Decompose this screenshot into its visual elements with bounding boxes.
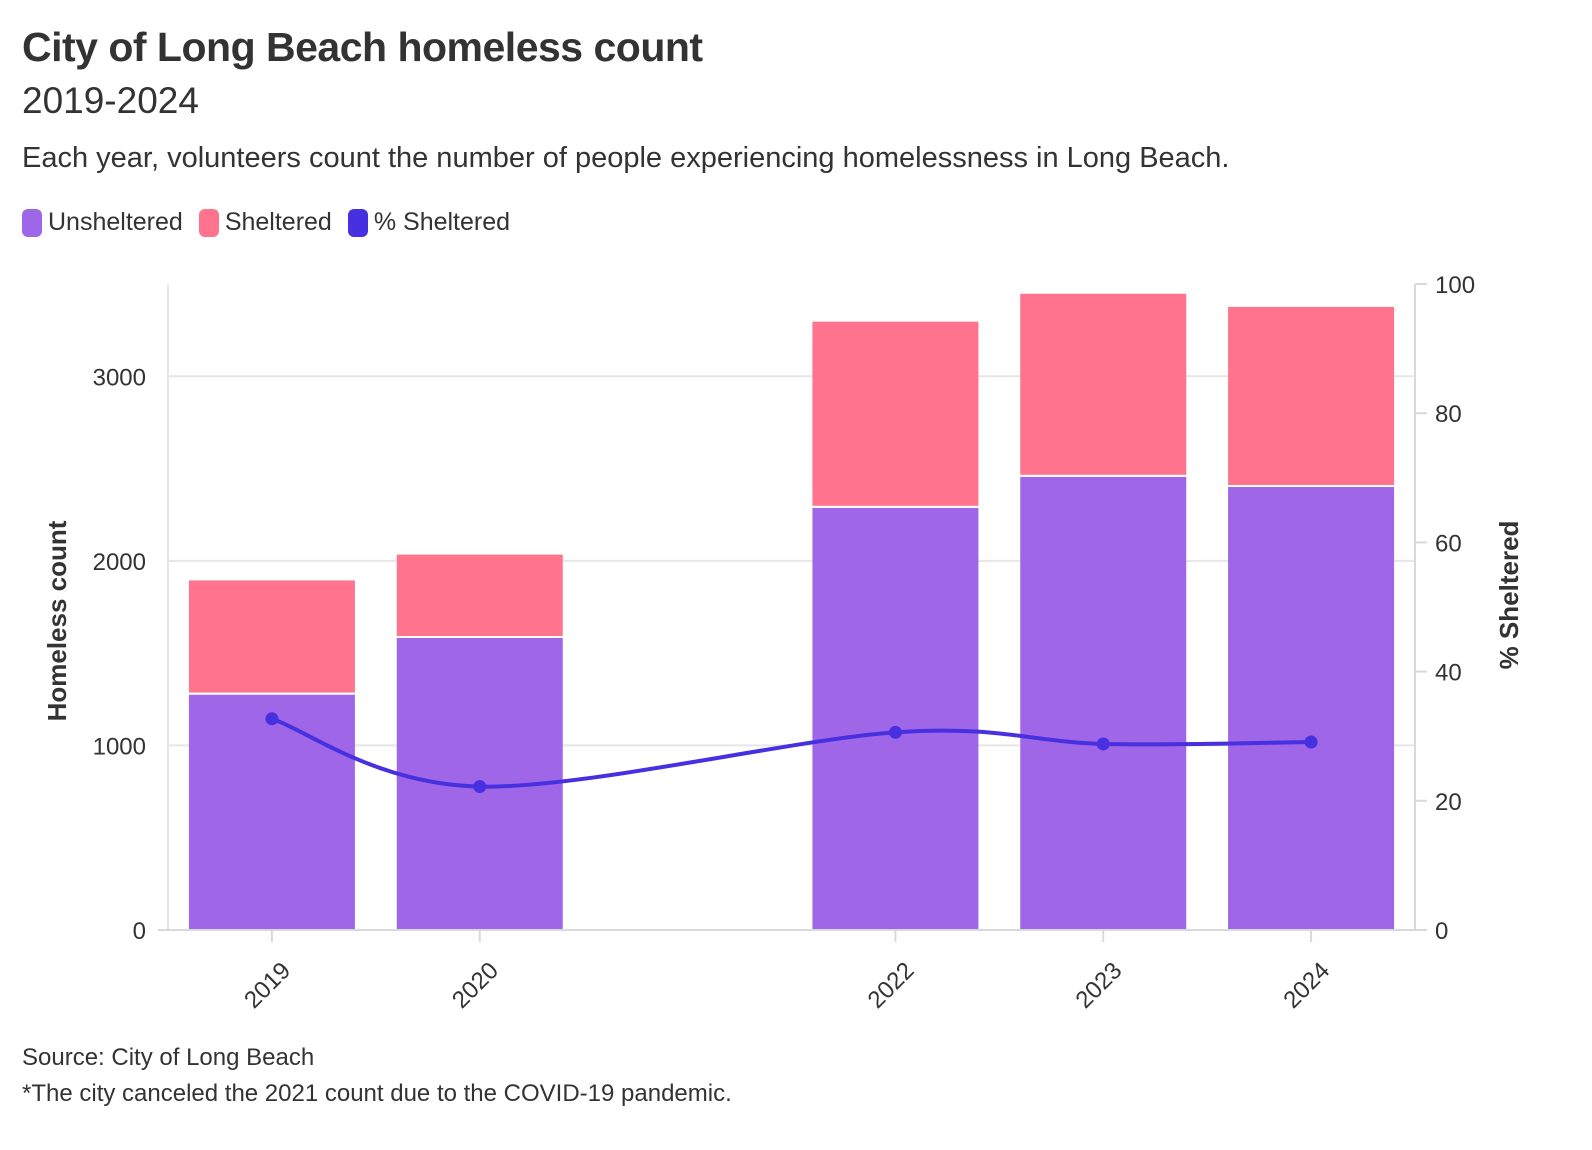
pct-sheltered-point bbox=[473, 780, 487, 794]
y2-tick-label: 100 bbox=[1435, 272, 1475, 299]
bars-layer bbox=[188, 293, 1395, 930]
x-tick-label: 2022 bbox=[863, 957, 920, 1014]
y-tick-label: 3000 bbox=[93, 364, 146, 391]
source-note: Source: City of Long Beach bbox=[22, 1044, 315, 1071]
legend-item-pct-sheltered: % Sheltered bbox=[347, 208, 511, 237]
y2-tick-label: 80 bbox=[1435, 401, 1462, 428]
y-tick-label: 2000 bbox=[93, 549, 146, 576]
x-tick-label: 2024 bbox=[1278, 957, 1335, 1014]
legend-swatch-unsheltered bbox=[22, 208, 42, 237]
bar-sheltered bbox=[188, 580, 355, 693]
y2-tick-label: 0 bbox=[1435, 918, 1448, 945]
bar-unsheltered bbox=[812, 507, 979, 930]
legend-label-pct-sheltered: % Sheltered bbox=[373, 208, 511, 236]
legend-item-unsheltered: Unsheltered bbox=[22, 208, 183, 237]
x-tick-label: 2023 bbox=[1071, 957, 1128, 1014]
chart-svg: 0 1000 2000 3000 0 20 40 60 80 100 2019 2020 2022 202… bbox=[42, 272, 1524, 1014]
line-layer bbox=[265, 712, 1318, 794]
legend-label-sheltered: Sheltered bbox=[224, 208, 332, 236]
grid-layer bbox=[168, 375, 1415, 931]
y2-tick-label: 20 bbox=[1435, 789, 1462, 816]
bar-unsheltered bbox=[188, 694, 355, 930]
bar-sheltered bbox=[1020, 293, 1187, 475]
legend-label-unsheltered: Unsheltered bbox=[48, 208, 183, 236]
bar-unsheltered bbox=[1228, 487, 1395, 930]
legend-swatch-sheltered bbox=[198, 208, 219, 237]
y2-tick-label: 40 bbox=[1435, 660, 1462, 687]
legend-swatch-pct-sheltered bbox=[347, 208, 368, 237]
pct-sheltered-point bbox=[1096, 737, 1110, 751]
y-tick-label: 1000 bbox=[93, 733, 146, 760]
pct-sheltered-point bbox=[1304, 735, 1318, 749]
pct-sheltered-point bbox=[265, 712, 279, 726]
pct-sheltered-line bbox=[269, 716, 1314, 789]
footnote: *The city canceled the 2021 count due to… bbox=[22, 1080, 732, 1107]
chart-title: City of Long Beach homeless count bbox=[22, 24, 703, 70]
y-tick-label: 0 bbox=[133, 918, 146, 945]
chart-description: Each year, volunteers count the number o… bbox=[22, 142, 1230, 174]
chart-subtitle: 2019-2024 bbox=[22, 80, 199, 121]
bar-unsheltered bbox=[1020, 476, 1187, 930]
x-tick-label: 2019 bbox=[239, 957, 296, 1014]
y2-axis-title: % Sheltered bbox=[1494, 521, 1524, 670]
pct-sheltered-point bbox=[888, 725, 902, 739]
bar-sheltered bbox=[396, 554, 563, 637]
bar-sheltered bbox=[812, 321, 979, 506]
x-tick-label: 2020 bbox=[447, 957, 504, 1014]
y2-tick-label: 60 bbox=[1435, 530, 1462, 557]
y-axis-title: Homeless count bbox=[42, 520, 72, 721]
bar-sheltered bbox=[1228, 306, 1395, 486]
legend: Unsheltered Sheltered % Sheltered bbox=[22, 208, 526, 237]
legend-item-sheltered: Sheltered bbox=[198, 208, 332, 237]
